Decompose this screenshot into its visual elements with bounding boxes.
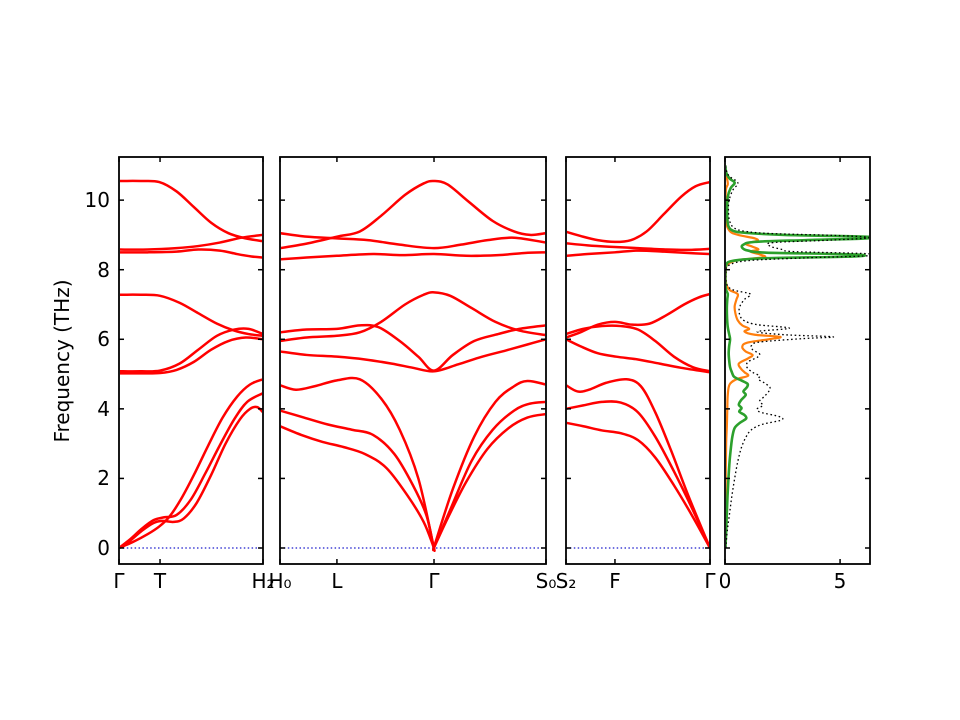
panel-content-segment-H0-L-gamma-S0 xyxy=(281,179,545,552)
band-curve-segment-S2-F-gamma-0 xyxy=(567,421,709,549)
y-tick-label-6: 6 xyxy=(97,327,110,351)
x-tick-label-H2: H₂ xyxy=(251,569,275,593)
x-tick-label-S2: S₂ xyxy=(555,569,577,593)
tick-marks-dos-panel xyxy=(724,157,870,564)
x-tick-label-dos-5: 5 xyxy=(833,569,847,593)
dos-curve-total-dos xyxy=(726,163,869,549)
y-tick-label-8: 8 xyxy=(97,258,110,282)
x-tick-label-L: L xyxy=(331,569,343,593)
band-curve-segment-H0-L-gamma-S0-6 xyxy=(281,251,545,261)
band-curve-segment-H0-L-gamma-S0-8 xyxy=(281,179,545,250)
dos-curve-pdos-species-orange xyxy=(726,165,782,549)
band-curve-segment-gamma-T-H2-5 xyxy=(120,293,262,337)
band-curve-segment-S2-F-gamma-5 xyxy=(567,293,709,339)
band-curve-segment-gamma-T-H2-6 xyxy=(120,248,262,259)
band-curve-segment-H0-L-gamma-S0-5 xyxy=(281,291,545,343)
panel-frame-segment-H0-L-gamma-S0 xyxy=(279,156,547,565)
panel-frame-segment-gamma-T-H2 xyxy=(118,156,264,565)
x-tick-label-T: T xyxy=(153,569,167,593)
band-curve-segment-H0-L-gamma-S0-4 xyxy=(281,323,545,372)
band-curve-segment-gamma-T-H2-8 xyxy=(120,179,262,243)
panel-content-segment-gamma-T-H2 xyxy=(120,179,262,549)
band-curve-segment-gamma-T-H2-3 xyxy=(120,336,262,375)
band-curve-segment-S2-F-gamma-6 xyxy=(567,249,709,257)
band-curve-segment-gamma-T-H2-2 xyxy=(120,378,262,549)
panel-content-dos-panel xyxy=(726,163,869,549)
x-tick-label-H0: H₀ xyxy=(268,569,292,593)
x-tick-label-gamma-1: Γ xyxy=(113,569,125,593)
x-tick-label-gamma-3: Γ xyxy=(704,569,716,593)
band-curve-segment-S2-F-gamma-1 xyxy=(567,400,709,549)
band-curve-segment-H0-L-gamma-S0-7 xyxy=(281,232,545,250)
y-tick-label-4: 4 xyxy=(97,397,110,421)
tick-marks-segment-H0-L-gamma-S0 xyxy=(279,157,547,564)
band-curve-segment-S2-F-gamma-2 xyxy=(567,377,709,549)
dos-curve-pdos-species-green xyxy=(726,165,869,549)
band-curve-segment-gamma-T-H2-0 xyxy=(120,405,262,549)
band-curve-segment-gamma-T-H2-1 xyxy=(120,392,262,549)
y-tick-label-0: 0 xyxy=(97,536,110,560)
x-tick-label-S0: S₀ xyxy=(535,569,557,593)
band-curve-segment-H0-L-gamma-S0-3 xyxy=(281,338,545,373)
y-tick-label-10: 10 xyxy=(84,188,110,212)
band-curve-segment-H0-L-gamma-S0-2 xyxy=(281,376,545,552)
band-curve-segment-S2-F-gamma-8 xyxy=(567,181,709,244)
band-curve-segment-H0-L-gamma-S0-1 xyxy=(281,400,545,551)
x-tick-label-gamma-2: Γ xyxy=(428,569,440,593)
band-curve-segment-H0-L-gamma-S0-0 xyxy=(281,412,545,551)
band-curve-segment-gamma-T-H2-4 xyxy=(120,327,262,373)
band-curve-segment-S2-F-gamma-7 xyxy=(567,242,709,252)
x-tick-label-F: F xyxy=(609,569,621,593)
tick-marks-segment-S2-F-gamma xyxy=(565,157,711,564)
band-curve-segment-S2-F-gamma-3 xyxy=(567,338,709,374)
x-tick-label-dos-0: 0 xyxy=(718,569,732,593)
panel-frame-segment-S2-F-gamma xyxy=(565,156,711,565)
tick-marks-segment-gamma-T-H2 xyxy=(118,157,264,564)
y-tick-label-2: 2 xyxy=(97,466,110,490)
panel-content-segment-S2-F-gamma xyxy=(567,181,709,549)
panel-frame-dos-panel xyxy=(724,156,871,565)
